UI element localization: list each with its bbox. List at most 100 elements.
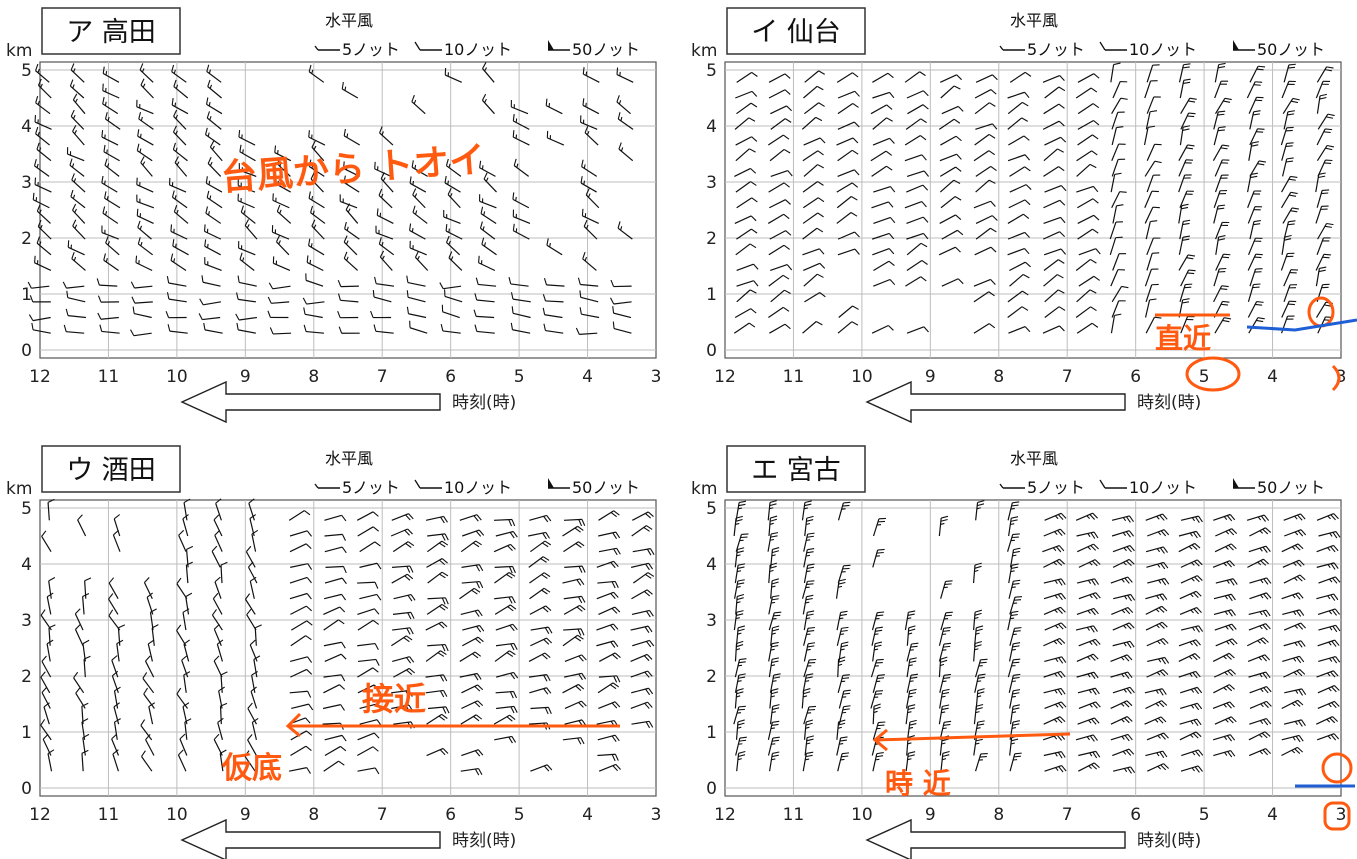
barb-feather <box>612 532 617 539</box>
barb-staff <box>43 706 50 725</box>
barb-staff <box>872 117 887 130</box>
barb-staff <box>359 719 378 725</box>
barb-feather <box>739 658 747 661</box>
barb-staff <box>904 71 921 83</box>
barb-feather <box>889 92 895 99</box>
barb-feather <box>1293 577 1298 581</box>
wind-barb <box>972 562 982 584</box>
barb-staff <box>1077 198 1094 209</box>
annotation-approach: 接近 <box>362 680 426 718</box>
wind-barb <box>1213 204 1226 224</box>
barb-feather <box>343 161 345 169</box>
barb-feather <box>346 256 349 261</box>
barb-feather <box>29 295 34 303</box>
barb-feather <box>805 722 813 726</box>
barb-feather <box>512 223 515 231</box>
barb-feather <box>1253 283 1261 286</box>
barb-staff <box>176 583 188 600</box>
wind-barb <box>801 500 812 521</box>
barb-staff <box>973 150 990 162</box>
wind-barb <box>111 733 120 756</box>
barb-feather <box>977 695 982 698</box>
wind-barb <box>1043 592 1066 601</box>
barb-feather <box>575 685 582 691</box>
barb-feather <box>542 607 549 613</box>
barb-feather <box>909 660 917 664</box>
wind-barb <box>767 500 777 521</box>
wind-barb <box>181 655 189 678</box>
wind-barb <box>1008 199 1031 209</box>
wind-barb <box>802 321 823 334</box>
wind-barb <box>104 112 121 130</box>
barb-feather <box>1192 531 1198 539</box>
wind-barb <box>276 157 291 177</box>
barb-feather <box>543 688 549 695</box>
barb-staff <box>938 118 955 130</box>
barb-staff <box>1007 306 1023 318</box>
barb-feather <box>750 102 758 108</box>
barb-feather <box>1224 611 1229 615</box>
barb-feather <box>246 224 250 229</box>
barb-feather <box>942 704 950 707</box>
barb-feather <box>1021 306 1029 311</box>
barb-feather <box>1260 515 1266 522</box>
wind-barb <box>276 204 292 224</box>
barb-feather <box>920 276 927 282</box>
barb-feather <box>770 648 775 651</box>
barb-feather <box>749 289 757 294</box>
barb-staff <box>182 518 189 537</box>
barb-staff <box>202 281 221 287</box>
wind-barb <box>1042 325 1065 334</box>
wind-barb <box>475 277 497 287</box>
barb-feather <box>1182 128 1190 131</box>
barb-feather <box>889 279 896 286</box>
y-unit-label: km <box>691 479 717 499</box>
wind-barb <box>1144 206 1160 224</box>
barb-feather <box>1291 207 1300 210</box>
wind-barb <box>1110 716 1133 725</box>
barb-feather <box>735 522 740 526</box>
barb-feather <box>1056 639 1063 646</box>
wind-barb <box>870 150 892 162</box>
barb-feather <box>616 67 619 75</box>
barb-feather <box>782 134 790 140</box>
barb-feather <box>1092 593 1098 600</box>
wind-barb <box>392 656 415 664</box>
barb-staff <box>111 738 120 756</box>
barb-feather <box>439 674 445 682</box>
barb-feather <box>1121 285 1129 289</box>
barb-feather <box>1181 206 1189 210</box>
barb-feather <box>580 176 583 184</box>
barb-feather <box>1293 671 1298 676</box>
barb-feather <box>736 613 744 616</box>
barb-feather <box>379 250 385 258</box>
wind-barb <box>1110 576 1133 584</box>
wind-barb <box>247 702 257 725</box>
wind-barb <box>144 655 155 678</box>
barb-staff <box>75 692 86 709</box>
wind-barb <box>768 182 790 193</box>
y-tick-label: 4 <box>706 555 717 575</box>
barb-feather <box>440 650 447 656</box>
barb-feather <box>976 625 984 629</box>
barb-feather <box>1060 688 1066 695</box>
barb-feather <box>546 687 552 694</box>
barb-feather <box>648 721 654 728</box>
barb-feather <box>479 625 485 632</box>
barb-feather <box>104 191 107 199</box>
barb-feather <box>737 570 742 573</box>
wind-barb <box>176 624 187 647</box>
barb-feather <box>615 531 621 539</box>
barb-feather <box>442 748 449 754</box>
barb-feather <box>1260 560 1267 566</box>
barb-feather <box>408 668 415 674</box>
barb-feather <box>511 519 516 527</box>
x-tick-label: 9 <box>240 805 251 825</box>
barb-feather <box>1024 166 1031 172</box>
wind-barb <box>528 531 551 540</box>
barb-feather <box>74 98 78 103</box>
barb-staff <box>837 231 855 240</box>
barb-feather <box>372 667 379 673</box>
wind-barb <box>837 248 860 256</box>
barb-feather <box>1090 532 1096 539</box>
